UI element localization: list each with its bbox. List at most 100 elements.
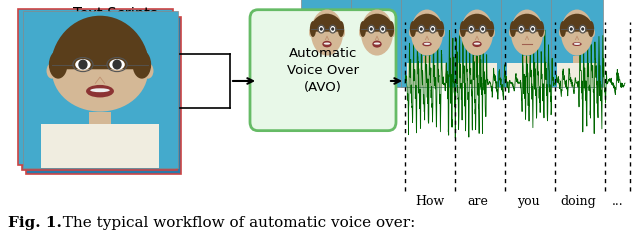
Circle shape: [331, 27, 335, 31]
Ellipse shape: [569, 26, 574, 32]
Circle shape: [470, 27, 473, 31]
FancyBboxPatch shape: [407, 63, 446, 87]
Ellipse shape: [559, 28, 563, 37]
Text: Text Scripts: Text Scripts: [73, 7, 157, 22]
Ellipse shape: [49, 51, 67, 79]
Ellipse shape: [391, 28, 395, 37]
FancyBboxPatch shape: [307, 63, 347, 87]
Circle shape: [431, 27, 434, 31]
Wedge shape: [310, 14, 343, 32]
Ellipse shape: [438, 21, 444, 37]
Circle shape: [520, 27, 523, 31]
Ellipse shape: [561, 9, 593, 56]
Ellipse shape: [460, 21, 466, 37]
Ellipse shape: [330, 26, 335, 32]
Circle shape: [381, 27, 384, 31]
Wedge shape: [50, 16, 149, 69]
Wedge shape: [361, 14, 394, 32]
Circle shape: [581, 27, 584, 31]
Ellipse shape: [372, 40, 382, 48]
Wedge shape: [510, 14, 544, 32]
Ellipse shape: [530, 26, 536, 32]
FancyBboxPatch shape: [457, 63, 497, 87]
Ellipse shape: [441, 28, 445, 37]
Ellipse shape: [324, 43, 330, 45]
Wedge shape: [560, 14, 593, 32]
Ellipse shape: [424, 43, 431, 45]
Circle shape: [320, 27, 323, 31]
Ellipse shape: [469, 26, 474, 32]
Ellipse shape: [410, 21, 416, 37]
Ellipse shape: [132, 51, 151, 79]
Text: Automatic
Voice Over
(AVO): Automatic Voice Over (AVO): [287, 47, 359, 94]
Ellipse shape: [90, 88, 110, 92]
Text: Fig. 1.: Fig. 1.: [8, 216, 62, 230]
Ellipse shape: [411, 9, 443, 56]
Ellipse shape: [311, 9, 343, 56]
Ellipse shape: [461, 9, 493, 56]
FancyBboxPatch shape: [18, 9, 173, 165]
FancyBboxPatch shape: [451, 0, 503, 87]
Ellipse shape: [369, 26, 374, 32]
Ellipse shape: [418, 26, 424, 32]
Text: How: How: [415, 195, 445, 208]
Ellipse shape: [310, 21, 316, 37]
FancyBboxPatch shape: [424, 56, 431, 63]
FancyBboxPatch shape: [557, 63, 597, 87]
FancyBboxPatch shape: [323, 56, 331, 63]
Wedge shape: [410, 14, 444, 32]
Ellipse shape: [338, 21, 344, 37]
FancyBboxPatch shape: [523, 56, 530, 63]
Ellipse shape: [388, 21, 394, 37]
Ellipse shape: [359, 28, 363, 37]
Ellipse shape: [491, 28, 495, 37]
Ellipse shape: [374, 42, 380, 45]
Ellipse shape: [574, 43, 580, 45]
Ellipse shape: [109, 59, 125, 70]
Ellipse shape: [86, 85, 114, 98]
FancyBboxPatch shape: [301, 0, 353, 87]
Circle shape: [78, 60, 88, 70]
Text: ...: ...: [612, 195, 624, 208]
Ellipse shape: [538, 21, 544, 37]
FancyBboxPatch shape: [22, 11, 177, 168]
Ellipse shape: [459, 28, 463, 37]
Text: The typical workflow of automatic voice over:: The typical workflow of automatic voice …: [53, 216, 415, 230]
FancyBboxPatch shape: [551, 0, 603, 87]
Text: are: are: [467, 195, 488, 208]
Ellipse shape: [322, 41, 332, 47]
Ellipse shape: [309, 28, 313, 37]
Circle shape: [113, 60, 121, 70]
Ellipse shape: [541, 28, 545, 37]
Ellipse shape: [572, 42, 582, 46]
Ellipse shape: [319, 26, 324, 32]
Circle shape: [370, 27, 373, 31]
FancyBboxPatch shape: [89, 112, 111, 124]
Ellipse shape: [422, 42, 432, 46]
Circle shape: [531, 27, 534, 31]
Ellipse shape: [361, 9, 393, 56]
FancyBboxPatch shape: [250, 10, 396, 131]
FancyBboxPatch shape: [508, 63, 547, 87]
FancyBboxPatch shape: [351, 0, 403, 87]
Text: doing: doing: [560, 195, 596, 208]
Ellipse shape: [474, 43, 480, 45]
Circle shape: [420, 27, 423, 31]
Ellipse shape: [588, 21, 594, 37]
FancyBboxPatch shape: [401, 0, 453, 87]
FancyBboxPatch shape: [26, 17, 181, 174]
FancyBboxPatch shape: [373, 56, 380, 63]
Ellipse shape: [580, 26, 585, 32]
FancyBboxPatch shape: [41, 124, 159, 168]
Ellipse shape: [380, 26, 385, 32]
Ellipse shape: [591, 28, 595, 37]
Ellipse shape: [510, 21, 516, 37]
FancyBboxPatch shape: [501, 0, 553, 87]
Ellipse shape: [560, 21, 566, 37]
Ellipse shape: [409, 28, 413, 37]
Ellipse shape: [52, 30, 148, 112]
Ellipse shape: [46, 63, 57, 79]
Circle shape: [481, 27, 484, 31]
Ellipse shape: [509, 28, 513, 37]
Ellipse shape: [430, 26, 435, 32]
